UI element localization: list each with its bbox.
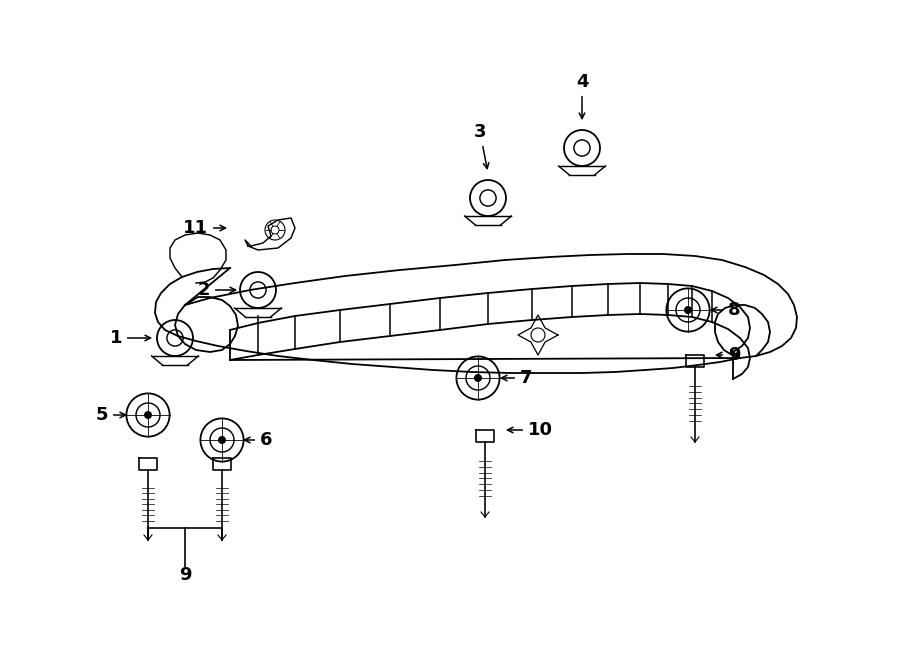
Circle shape <box>684 306 692 314</box>
Text: 1: 1 <box>110 329 150 347</box>
Text: 5: 5 <box>95 406 125 424</box>
Text: 4: 4 <box>576 73 589 118</box>
Circle shape <box>218 436 226 444</box>
Circle shape <box>474 374 482 382</box>
Text: 7: 7 <box>501 369 533 387</box>
Text: 2: 2 <box>197 281 236 299</box>
Text: 8: 8 <box>712 301 741 319</box>
Text: 3: 3 <box>473 123 489 169</box>
Text: 9: 9 <box>179 566 191 584</box>
Text: 11: 11 <box>183 219 226 237</box>
Text: 9: 9 <box>716 346 741 364</box>
Text: 6: 6 <box>245 431 273 449</box>
Circle shape <box>144 411 152 419</box>
Text: 10: 10 <box>508 421 553 439</box>
